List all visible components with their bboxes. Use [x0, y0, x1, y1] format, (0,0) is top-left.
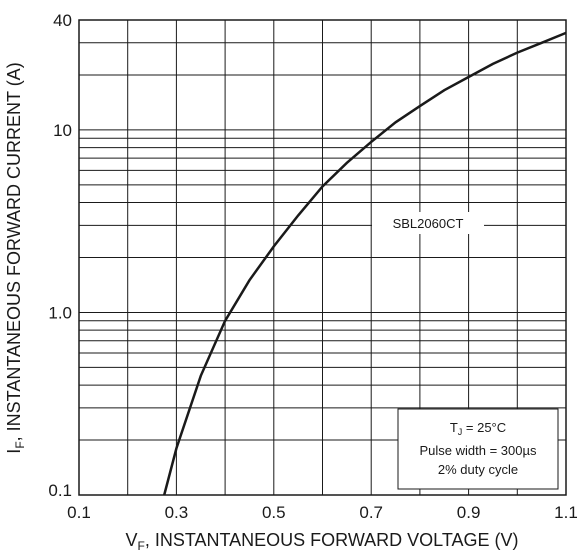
condition-junction-temp: TJ = 25°C	[450, 420, 506, 437]
x-axis-title: VF, INSTANTANEOUS FORWARD VOLTAGE (V)	[125, 530, 518, 552]
y-tick-label: 10	[53, 121, 72, 140]
tj-main: T	[450, 420, 458, 435]
x-tick-label: 0.7	[359, 503, 383, 522]
conditions-annotation: TJ = 25°C Pulse width = 300µs 2% duty cy…	[397, 408, 559, 490]
y-tick-labels: 0.1 1.0 10 40	[48, 11, 72, 500]
x-tick-label: 1.1	[554, 503, 578, 522]
y-tick-label: 1.0	[48, 303, 72, 322]
x-axis-title-main: V	[125, 530, 137, 550]
y-tick-label: 0.1	[48, 481, 72, 500]
y-tick-label: 40	[53, 11, 72, 30]
x-tick-label: 0.5	[262, 503, 286, 522]
condition-pulse-width: Pulse width = 300µs	[420, 443, 537, 458]
x-axis-title-rest: , INSTANTANEOUS FORWARD VOLTAGE (V)	[145, 530, 519, 550]
series-label-background	[372, 212, 484, 234]
y-axis-title-rest: , INSTANTANEOUS FORWARD CURRENT (A)	[4, 62, 24, 441]
tj-sub: J	[458, 427, 463, 437]
conditions-box	[397, 408, 559, 490]
x-axis-title-sub: F	[137, 539, 144, 552]
x-tick-labels: 0.1 0.3 0.5 0.7 0.9 1.1	[67, 503, 578, 522]
grid-lines	[79, 20, 566, 495]
x-tick-label: 0.1	[67, 503, 91, 522]
plot-frame	[78, 19, 567, 496]
y-axis-title-sub: F	[13, 441, 27, 448]
x-tick-label: 0.3	[165, 503, 189, 522]
series-curve-sbl2060ct	[162, 31, 567, 496]
y-axis-title: IF, INSTANTANEOUS FORWARD CURRENT (A)	[4, 62, 27, 453]
tj-rest: = 25°C	[462, 420, 506, 435]
series-label: SBL2060CT	[393, 216, 464, 231]
condition-duty-cycle: 2% duty cycle	[438, 462, 518, 477]
x-tick-label: 0.9	[457, 503, 481, 522]
y-axis-title-main: I	[4, 449, 24, 454]
